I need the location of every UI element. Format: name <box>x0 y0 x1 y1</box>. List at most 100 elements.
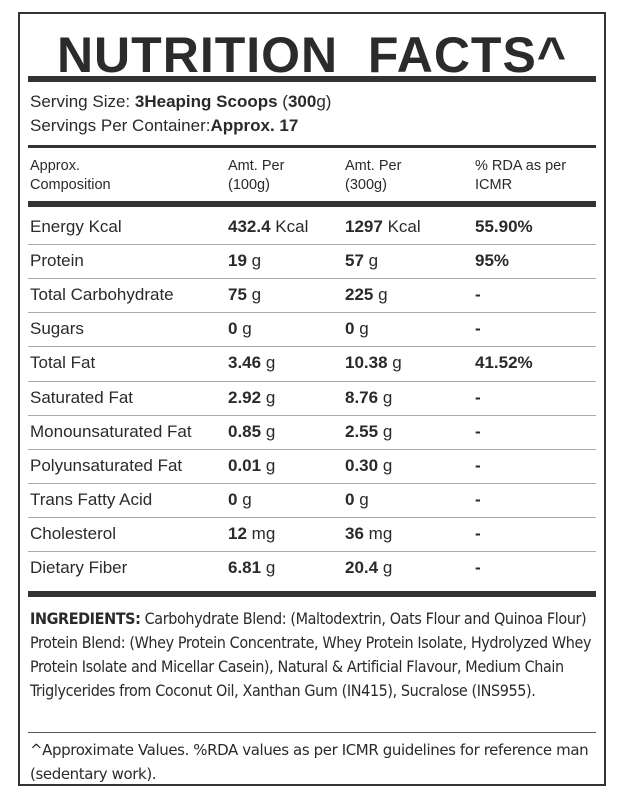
unit: Kcal <box>275 217 309 236</box>
unit: g <box>251 251 262 271</box>
amount-cell: 19 g <box>228 251 261 271</box>
row-divider <box>28 551 596 552</box>
divider <box>28 591 596 597</box>
amount: 0 <box>228 319 238 339</box>
amount-cell: 8.76 g <box>345 388 392 408</box>
amount-cell: 6.81 g <box>228 558 275 578</box>
nutrition-label: NUTRITION FACTS^ Serving Size: 3Heaping … <box>18 12 606 786</box>
divider <box>28 732 596 733</box>
amount: 1297 <box>345 217 383 236</box>
amount: 0 <box>345 489 355 509</box>
amount-cell: 3.46 g <box>228 353 275 373</box>
header-line: (300g) <box>345 177 387 193</box>
unit: g <box>251 285 262 305</box>
unit: g <box>265 421 276 441</box>
amount: 0 <box>345 319 355 339</box>
divider <box>28 145 596 148</box>
rda: - <box>475 455 481 475</box>
unit: g <box>382 455 393 475</box>
amount: 75 <box>228 285 247 305</box>
rda: - <box>475 387 481 407</box>
title: NUTRITION FACTS^ <box>56 27 568 83</box>
amount-cell: 0.85 g <box>228 422 275 442</box>
header-line: Approx. <box>30 158 80 174</box>
unit: g <box>359 489 369 509</box>
amount-cell: 0 g <box>345 490 369 510</box>
row-divider <box>28 278 596 280</box>
nutrient-name: Energy Kcal <box>30 217 122 236</box>
amount: 2.92 <box>228 387 262 407</box>
header-line: (100g) <box>228 177 270 193</box>
rda: 55.90% <box>475 217 533 236</box>
header-line: Amt. Per <box>345 158 402 174</box>
row-divider <box>28 482 596 484</box>
ingredients: INGREDIENTS: Carbohydrate Blend: (Maltod… <box>30 607 600 703</box>
header-cell: Amt. Per (300g) <box>345 157 401 195</box>
unit: g <box>392 353 402 373</box>
amount: 225 <box>345 285 374 305</box>
unit: g <box>265 353 276 373</box>
nutrient-name: Saturated Fat <box>30 387 134 407</box>
row-divider <box>28 244 596 246</box>
amount-cell: 20.4 g <box>345 558 392 578</box>
servings-value: Approx. 17 <box>210 116 299 135</box>
nutrient-name: Total Carbohydrate <box>30 285 174 305</box>
amount-cell: 12 mg <box>228 524 275 544</box>
serving-size-part: g) <box>316 92 332 111</box>
rda: - <box>475 489 481 509</box>
amount-cell: 0 g <box>228 490 252 510</box>
unit: g <box>382 558 393 577</box>
serving-size: Serving Size: 3Heaping Scoops (300g) <box>30 92 331 112</box>
divider <box>28 201 596 207</box>
amount: 8.76 <box>345 387 379 407</box>
servings-label: Servings Per Container: <box>30 116 211 135</box>
amount-cell: 36 mg <box>345 524 392 544</box>
unit: g <box>359 319 369 339</box>
unit: g <box>382 421 393 441</box>
amount: 36 <box>345 523 364 543</box>
rda: - <box>475 523 481 543</box>
serving-size-part: 300 <box>287 92 317 111</box>
nutrient-name: Cholesterol <box>30 523 116 543</box>
amount-cell: 10.38 g <box>345 353 402 373</box>
serving-size-part: 3Heaping Scoops <box>134 92 278 111</box>
amount-cell: 0.01 g <box>228 456 275 476</box>
header-line: Amt. Per <box>228 158 285 174</box>
nutrient-name: Monounsaturated Fat <box>30 421 192 441</box>
divider <box>28 76 596 82</box>
amount: 0.01 <box>228 455 262 475</box>
unit: g <box>242 489 252 509</box>
amount: 20.4 <box>345 558 379 577</box>
unit: g <box>265 558 276 577</box>
rda: - <box>475 558 481 577</box>
row-divider <box>28 380 596 382</box>
amount: 0.30 <box>345 455 379 475</box>
amount-cell: 2.92 g <box>228 388 275 408</box>
unit: g <box>368 251 379 271</box>
amount: 0 <box>228 489 238 509</box>
nutrient-name: Sugars <box>30 319 84 339</box>
rda: - <box>475 421 481 441</box>
amount-cell: 432.4 Kcal <box>228 217 308 237</box>
amount-cell: 225 g <box>345 285 388 305</box>
ingredients-text: Carbohydrate Blend: (Maltodextrin, Oats … <box>30 609 592 700</box>
amount: 2.55 <box>345 421 379 441</box>
amount: 0.85 <box>228 421 262 441</box>
nutrient-name: Protein <box>30 251 84 271</box>
nutrient-name: Dietary Fiber <box>30 558 128 577</box>
amount: 57 <box>345 251 364 271</box>
nutrient-name: Trans Fatty Acid <box>30 489 153 509</box>
amount-cell: 57 g <box>345 251 378 271</box>
ingredients-label: INGREDIENTS: <box>30 609 141 628</box>
header-line: Composition <box>30 177 111 193</box>
header-cell: Approx. Composition <box>30 157 111 195</box>
row-divider <box>28 516 596 518</box>
serving-size-value: 3Heaping Scoops (300g) <box>135 92 332 111</box>
header-line: ICMR <box>475 177 513 193</box>
row-divider <box>28 312 596 314</box>
rda: - <box>475 319 481 339</box>
nutrient-name: Polyunsaturated Fat <box>30 455 183 475</box>
amount-cell: 1297 Kcal <box>345 217 421 237</box>
serving-size-label: Serving Size: <box>30 92 131 111</box>
rda: 41.52% <box>475 353 533 373</box>
